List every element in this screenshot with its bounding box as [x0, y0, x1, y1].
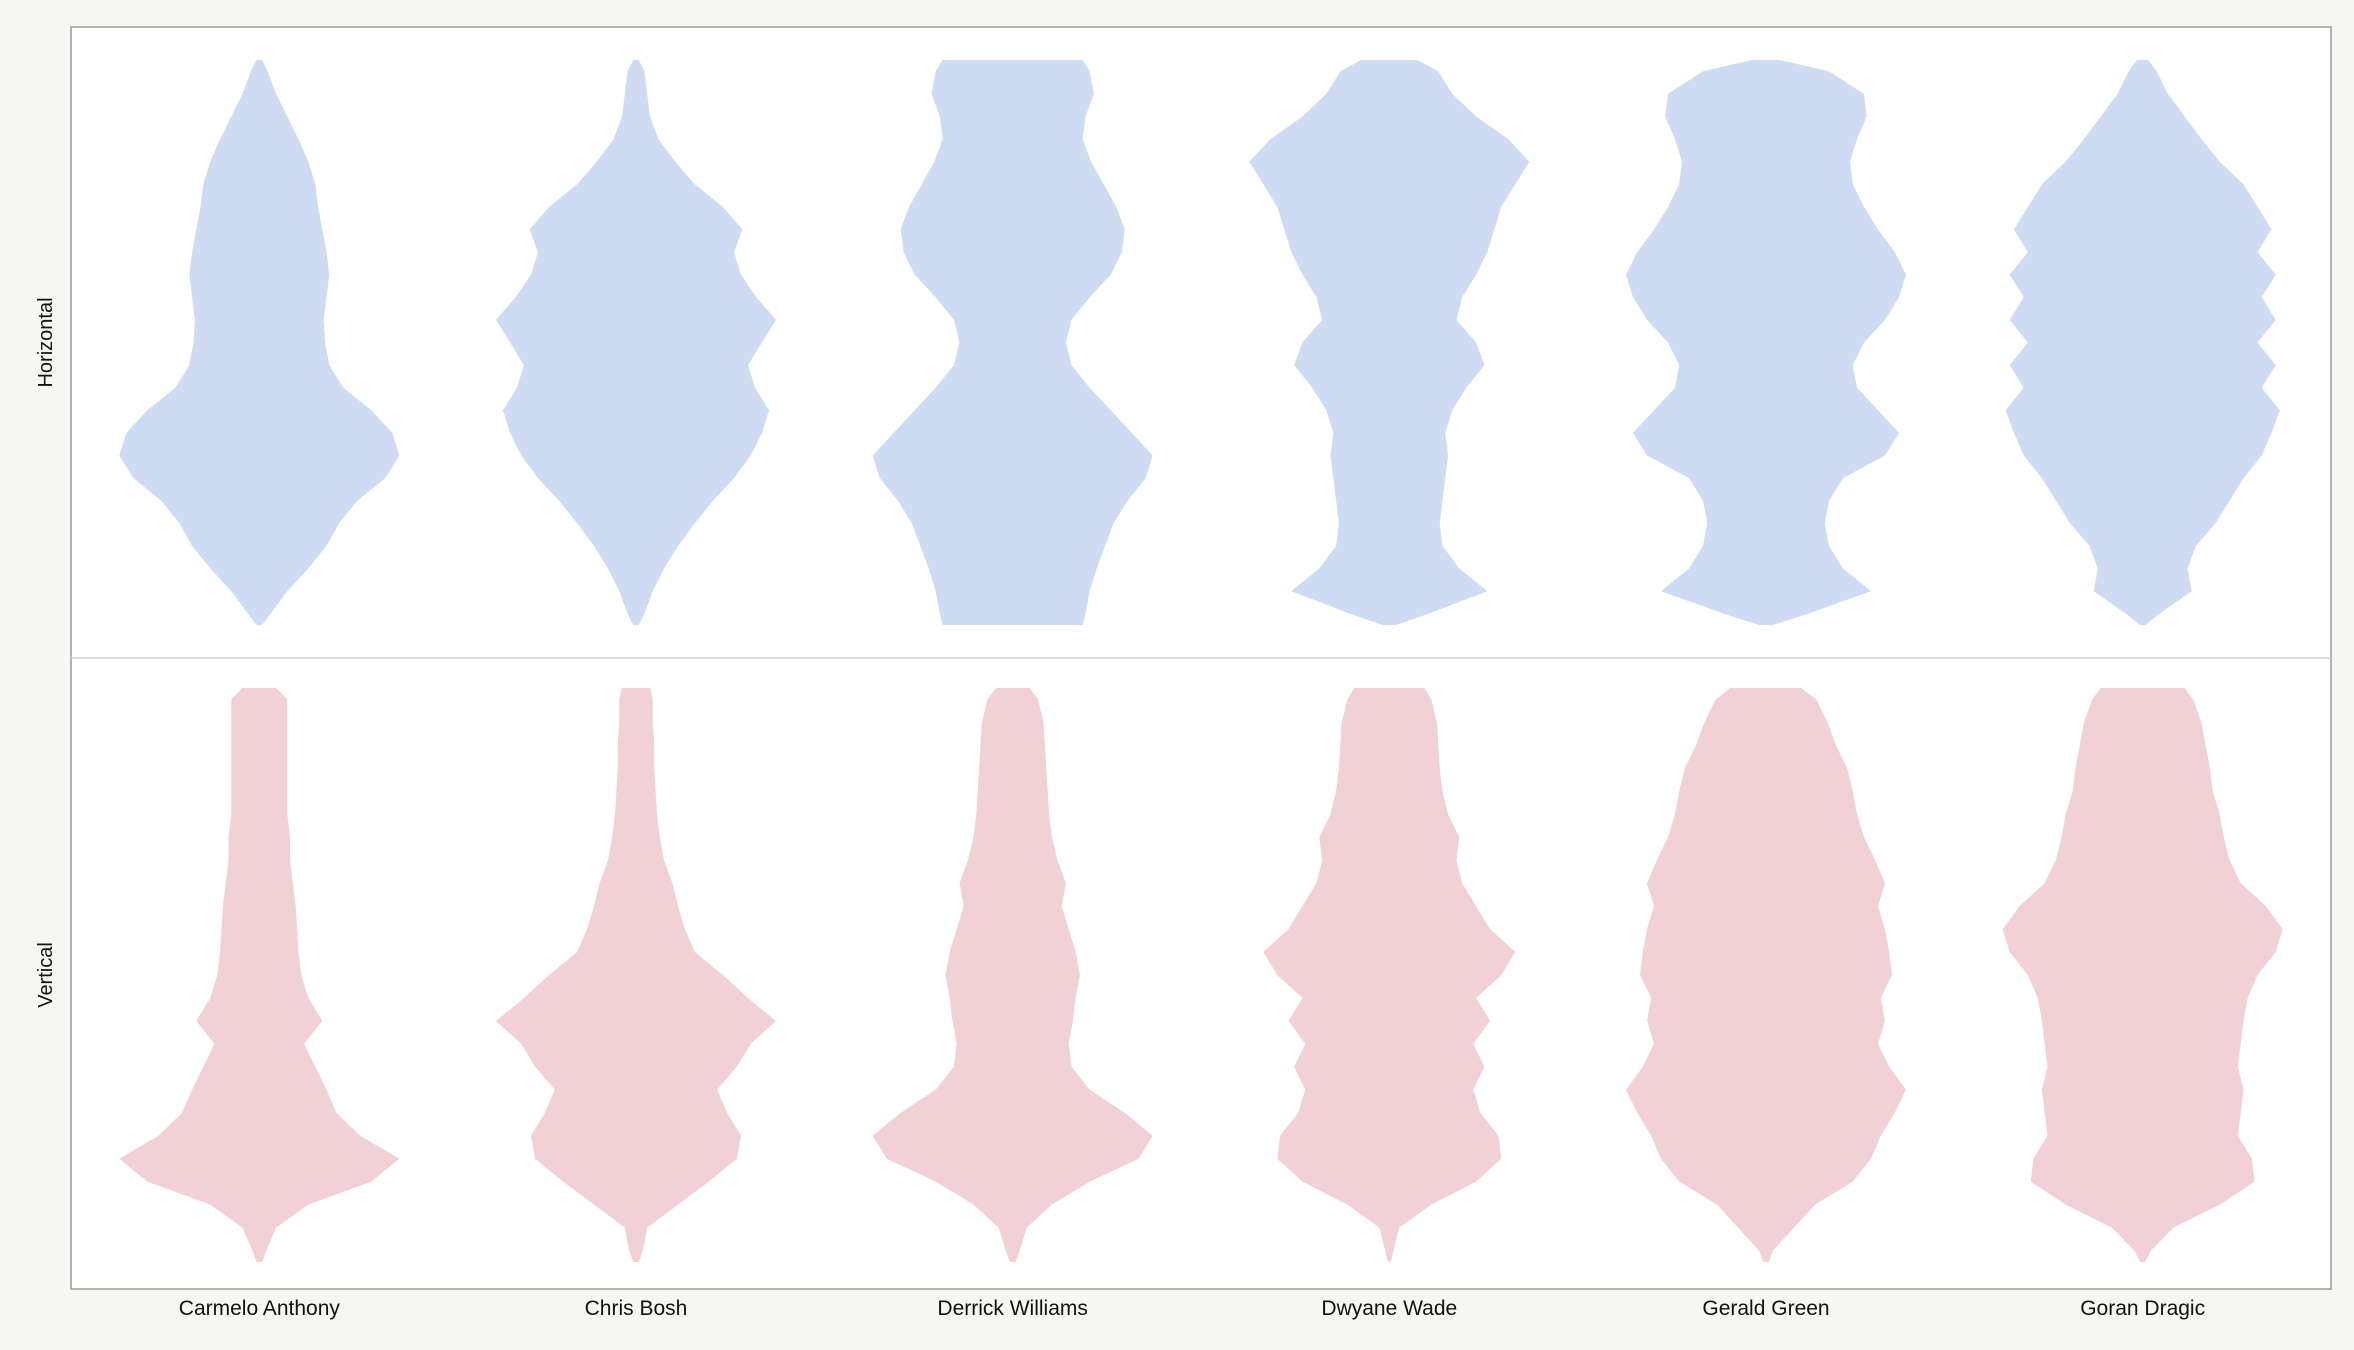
violin-vertical-derrick-williams: [872, 688, 1153, 1262]
x-tick-label-derrick-williams: Derrick Williams: [937, 1297, 1088, 1320]
violin-vertical-chris-bosh: [496, 688, 776, 1262]
x-tick-labels: Carmelo Anthony Chris Bosh Derrick William…: [179, 1297, 2205, 1320]
violin-vertical-carmelo-anthony: [119, 688, 400, 1262]
violin-horizontal-chris-bosh: [496, 60, 776, 625]
violin-horizontal-carmelo-anthony: [119, 60, 400, 625]
x-tick-label-dwyane-wade: Dwyane Wade: [1321, 1297, 1457, 1320]
violin-vertical-goran-dragic: [2002, 688, 2283, 1262]
row-labels: Horizontal Vertical: [35, 297, 57, 1007]
violin-horizontal-goran-dragic: [2005, 60, 2280, 625]
x-tick-label-carmelo-anthony: Carmelo Anthony: [179, 1297, 341, 1320]
x-tick-label-gerald-green: Gerald Green: [1702, 1297, 1829, 1320]
violin-vertical-dwyane-wade: [1263, 688, 1516, 1262]
violin-horizontal-derrick-williams: [872, 60, 1153, 625]
x-tick-label-chris-bosh: Chris Bosh: [585, 1297, 688, 1320]
row-label-horizontal: Horizontal: [35, 297, 57, 387]
violin-vertical-gerald-green: [1626, 688, 1906, 1262]
row-label-vertical: Vertical: [35, 942, 57, 1008]
x-tick-label-goran-dragic: Goran Dragic: [2080, 1297, 2205, 1320]
violin-layer: [119, 60, 2283, 1262]
violin-horizontal-dwyane-wade: [1249, 60, 1530, 625]
violin-horizontal-gerald-green: [1626, 60, 1906, 625]
